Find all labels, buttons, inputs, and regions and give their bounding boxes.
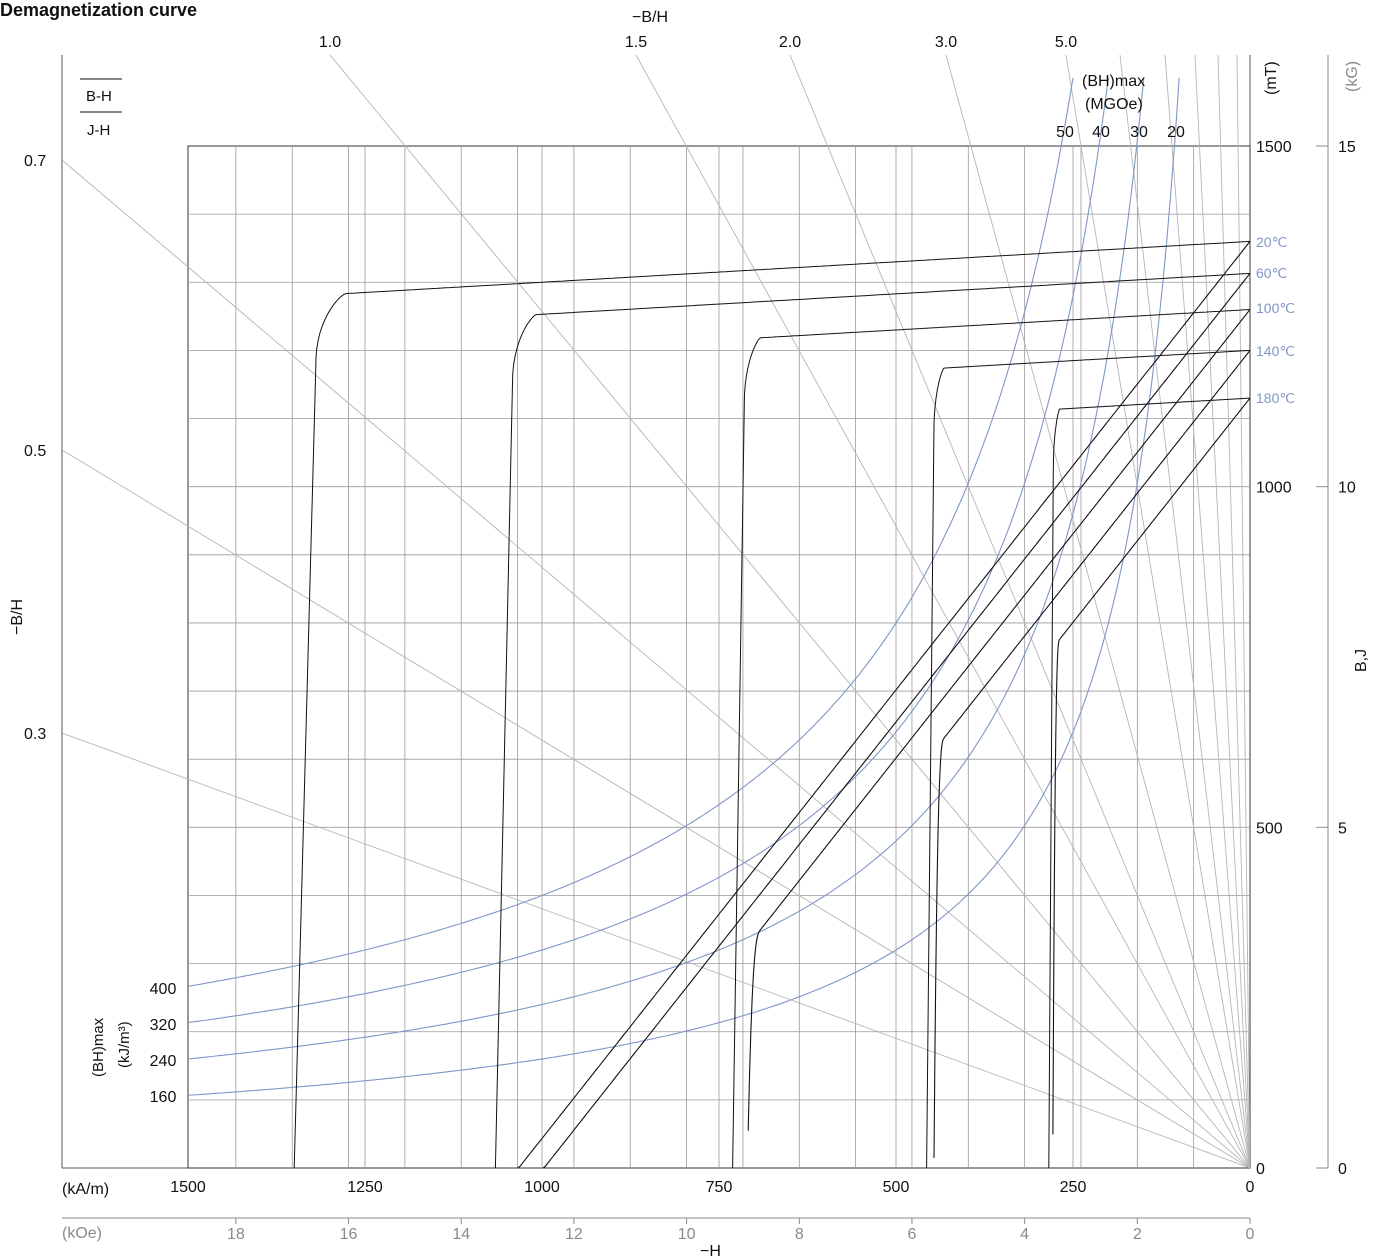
demag-curves — [293, 240, 1250, 1168]
permeance-line — [62, 449, 1250, 1168]
permeance-label-top: 5.0 — [1055, 34, 1077, 51]
bh-curve — [542, 273, 1250, 1168]
chart-title: Demagnetization curve — [0, 0, 197, 20]
x-tick-label-ka: 500 — [883, 1179, 910, 1196]
permeance-line — [1065, 55, 1250, 1168]
x-tick-label-koe: 16 — [340, 1226, 358, 1243]
series-label: 100℃ — [1256, 300, 1295, 316]
y-axis-title: B,J — [1353, 649, 1370, 672]
y-tick-label-mt: 0 — [1256, 1161, 1265, 1178]
bhmax-label-mgoe: 20 — [1167, 124, 1185, 141]
permeance-line — [62, 159, 1250, 1168]
series-label: 180℃ — [1256, 390, 1295, 406]
y-tick-label-kg: 15 — [1338, 139, 1356, 156]
bhmax-top-title-1: (BH)max — [1082, 73, 1145, 90]
jh-curve — [1048, 397, 1250, 1168]
y-unit-mt: (mT) — [1263, 61, 1280, 95]
permeance-top-title: −B/H — [632, 9, 668, 26]
x-tick-label-koe: 4 — [1020, 1226, 1029, 1243]
x-tick-label-ka: 1500 — [170, 1179, 206, 1196]
bhmax-label-kj: 400 — [150, 981, 177, 998]
legend-jh-label: J-H — [87, 122, 110, 139]
bh-curve — [1052, 397, 1250, 1135]
bhmax-curves — [187, 77, 1180, 1096]
legend: B-H J-H — [80, 78, 122, 139]
y-unit-kg: (kG) — [1344, 61, 1361, 92]
x-tick-label-koe: 18 — [227, 1226, 245, 1243]
bh-curve — [747, 309, 1250, 1131]
permeance-line — [789, 55, 1250, 1168]
x-tick-label-koe: 0 — [1246, 1226, 1255, 1243]
bhmax-label-kj: 320 — [150, 1017, 177, 1034]
permeance-line — [1164, 55, 1250, 1168]
permeance-line — [1236, 55, 1250, 1168]
permeance-line — [945, 55, 1250, 1168]
permeance-line — [1217, 55, 1250, 1168]
x-tick-label-ka: 750 — [706, 1179, 733, 1196]
y-tick-label-mt: 1000 — [1256, 480, 1292, 497]
y-tick-label-kg: 10 — [1338, 480, 1356, 497]
permeance-line — [62, 732, 1250, 1168]
x-tick-label-koe: 14 — [452, 1226, 470, 1243]
jh-curve — [293, 240, 1250, 1168]
bhmax-label-mgoe: 30 — [1130, 124, 1148, 141]
x-tick-label-ka: 1250 — [347, 1179, 383, 1196]
permeance-label-top: 1.5 — [625, 34, 647, 51]
permeance-line — [1119, 55, 1250, 1168]
permeance-line — [329, 55, 1250, 1168]
bhmax-label-kj: 160 — [150, 1089, 177, 1106]
permeance-label-left: 0.5 — [24, 443, 46, 460]
x-unit-ka: (kA/m) — [62, 1181, 109, 1198]
x-tick-label-ka: 1000 — [524, 1179, 560, 1196]
bhmax-label-kj: 240 — [150, 1053, 177, 1070]
permeance-label-top: 3.0 — [935, 34, 957, 51]
permeance-lines — [62, 55, 1250, 1168]
x-tick-label-koe: 12 — [565, 1226, 583, 1243]
bh-curve — [933, 350, 1250, 1158]
series-label: 20℃ — [1256, 234, 1287, 250]
x-tick-label-koe: 10 — [678, 1226, 696, 1243]
tick-labels: 1500 1250 1000 750 500 250 018 16 14 12 10 8 6 4 2 0050… — [24, 34, 1356, 1243]
bh-curve — [517, 241, 1250, 1168]
x-tick-label-koe: 6 — [908, 1226, 917, 1243]
bhmax-left-title-1: (BH)max — [90, 1017, 107, 1077]
x-tick-label-ka: 0 — [1246, 1179, 1255, 1196]
permeance-label-left: 0.7 — [24, 153, 46, 170]
jh-curve — [494, 272, 1250, 1168]
x-tick-label-koe: 2 — [1133, 1226, 1142, 1243]
x-axis-title: −H — [700, 1243, 721, 1260]
jh-curve — [926, 349, 1250, 1168]
permeance-label-left: 0.3 — [24, 726, 46, 743]
permeance-line — [635, 55, 1250, 1168]
permeance-left-title: −B/H — [9, 599, 26, 635]
permeance-label-top: 1.0 — [319, 34, 341, 51]
x-tick-label-ka: 250 — [1060, 1179, 1087, 1196]
bhmax-curve-160 — [187, 77, 1180, 1096]
bhmax-left-title-2: (kJ/m³) — [116, 1021, 133, 1068]
bhmax-curve-320 — [187, 77, 1109, 1024]
bhmax-curve-400 — [187, 77, 1074, 987]
permeance-line — [1194, 55, 1250, 1168]
legend-bh-label: B-H — [86, 88, 112, 105]
bhmax-top-title-2: (MGOe) — [1085, 96, 1143, 113]
y-tick-label-kg: 5 — [1338, 820, 1347, 837]
y-tick-label-mt: 1500 — [1256, 139, 1292, 156]
series-label: 140℃ — [1256, 343, 1295, 359]
bhmax-curve-240 — [187, 77, 1145, 1060]
permeance-label-top: 2.0 — [779, 34, 801, 51]
series-label: 60℃ — [1256, 265, 1287, 281]
x-tick-label-koe: 8 — [795, 1226, 804, 1243]
bhmax-label-mgoe: 40 — [1092, 124, 1110, 141]
y-tick-label-mt: 500 — [1256, 820, 1283, 837]
grid — [187, 145, 1251, 1169]
jh-curve — [732, 309, 1250, 1168]
outer-frame — [61, 55, 1251, 1169]
bhmax-label-mgoe: 50 — [1056, 124, 1074, 141]
y-tick-label-kg: 0 — [1338, 1161, 1347, 1178]
x-unit-koe: (kOe) — [62, 1225, 102, 1242]
